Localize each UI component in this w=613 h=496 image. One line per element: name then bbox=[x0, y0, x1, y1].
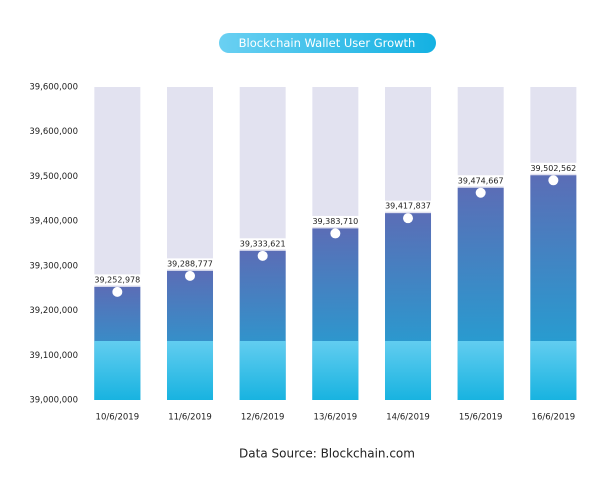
dot bbox=[112, 286, 123, 297]
y-tick-label: 39,600,000 bbox=[29, 127, 78, 137]
value-label-bg bbox=[528, 162, 579, 174]
value-label-bg bbox=[455, 175, 506, 187]
dot bbox=[257, 250, 268, 261]
y-tick-label: 39,000,000 bbox=[29, 396, 78, 406]
value-label: 39,252,978 bbox=[94, 275, 140, 284]
x-tick-label: 13/6/2019 bbox=[314, 413, 358, 423]
dot bbox=[548, 175, 559, 186]
value-label: 39,333,621 bbox=[240, 239, 286, 248]
dot bbox=[475, 187, 486, 198]
bar-base bbox=[530, 341, 577, 400]
x-tick-label: 16/6/2019 bbox=[532, 413, 576, 423]
x-tick-label: 12/6/2019 bbox=[241, 413, 285, 423]
y-tick-label: 39,200,000 bbox=[29, 306, 78, 316]
dot bbox=[330, 228, 341, 239]
x-tick-label: 10/6/2019 bbox=[96, 413, 140, 423]
value-label: 39,474,667 bbox=[458, 176, 504, 185]
value-label-bg bbox=[310, 215, 361, 227]
bar-base bbox=[385, 341, 432, 400]
y-tick-label: 39,500,000 bbox=[29, 172, 78, 182]
value-label: 39,288,777 bbox=[167, 259, 213, 268]
bar-base bbox=[312, 341, 359, 400]
value-label: 39,417,837 bbox=[385, 202, 431, 211]
y-tick-label: 39,100,000 bbox=[29, 351, 78, 361]
x-tick-label: 14/6/2019 bbox=[386, 413, 430, 423]
value-label: 39,502,562 bbox=[530, 164, 576, 173]
y-tick-label: 39,600,000 bbox=[29, 83, 78, 93]
bar-base bbox=[457, 341, 504, 400]
y-tick-label: 39,300,000 bbox=[29, 261, 78, 271]
dot bbox=[185, 270, 196, 281]
bar-base bbox=[239, 341, 286, 400]
value-label-bg bbox=[237, 238, 288, 250]
x-tick-label: 15/6/2019 bbox=[459, 413, 503, 423]
value-label-bg bbox=[383, 200, 433, 212]
y-tick-label: 39,400,000 bbox=[29, 217, 78, 227]
value-label-bg bbox=[92, 274, 143, 286]
value-label: 39,383,710 bbox=[312, 217, 358, 226]
value-label-bg bbox=[165, 258, 215, 270]
source: Data Source: Blockchain.com bbox=[239, 447, 415, 461]
dot bbox=[403, 213, 414, 224]
title-pill bbox=[219, 33, 436, 53]
bar-base bbox=[167, 341, 214, 400]
bar-base bbox=[94, 341, 141, 400]
x-tick-label: 11/6/2019 bbox=[168, 413, 212, 423]
chart-title: Blockchain Wallet User Growth bbox=[239, 36, 416, 50]
